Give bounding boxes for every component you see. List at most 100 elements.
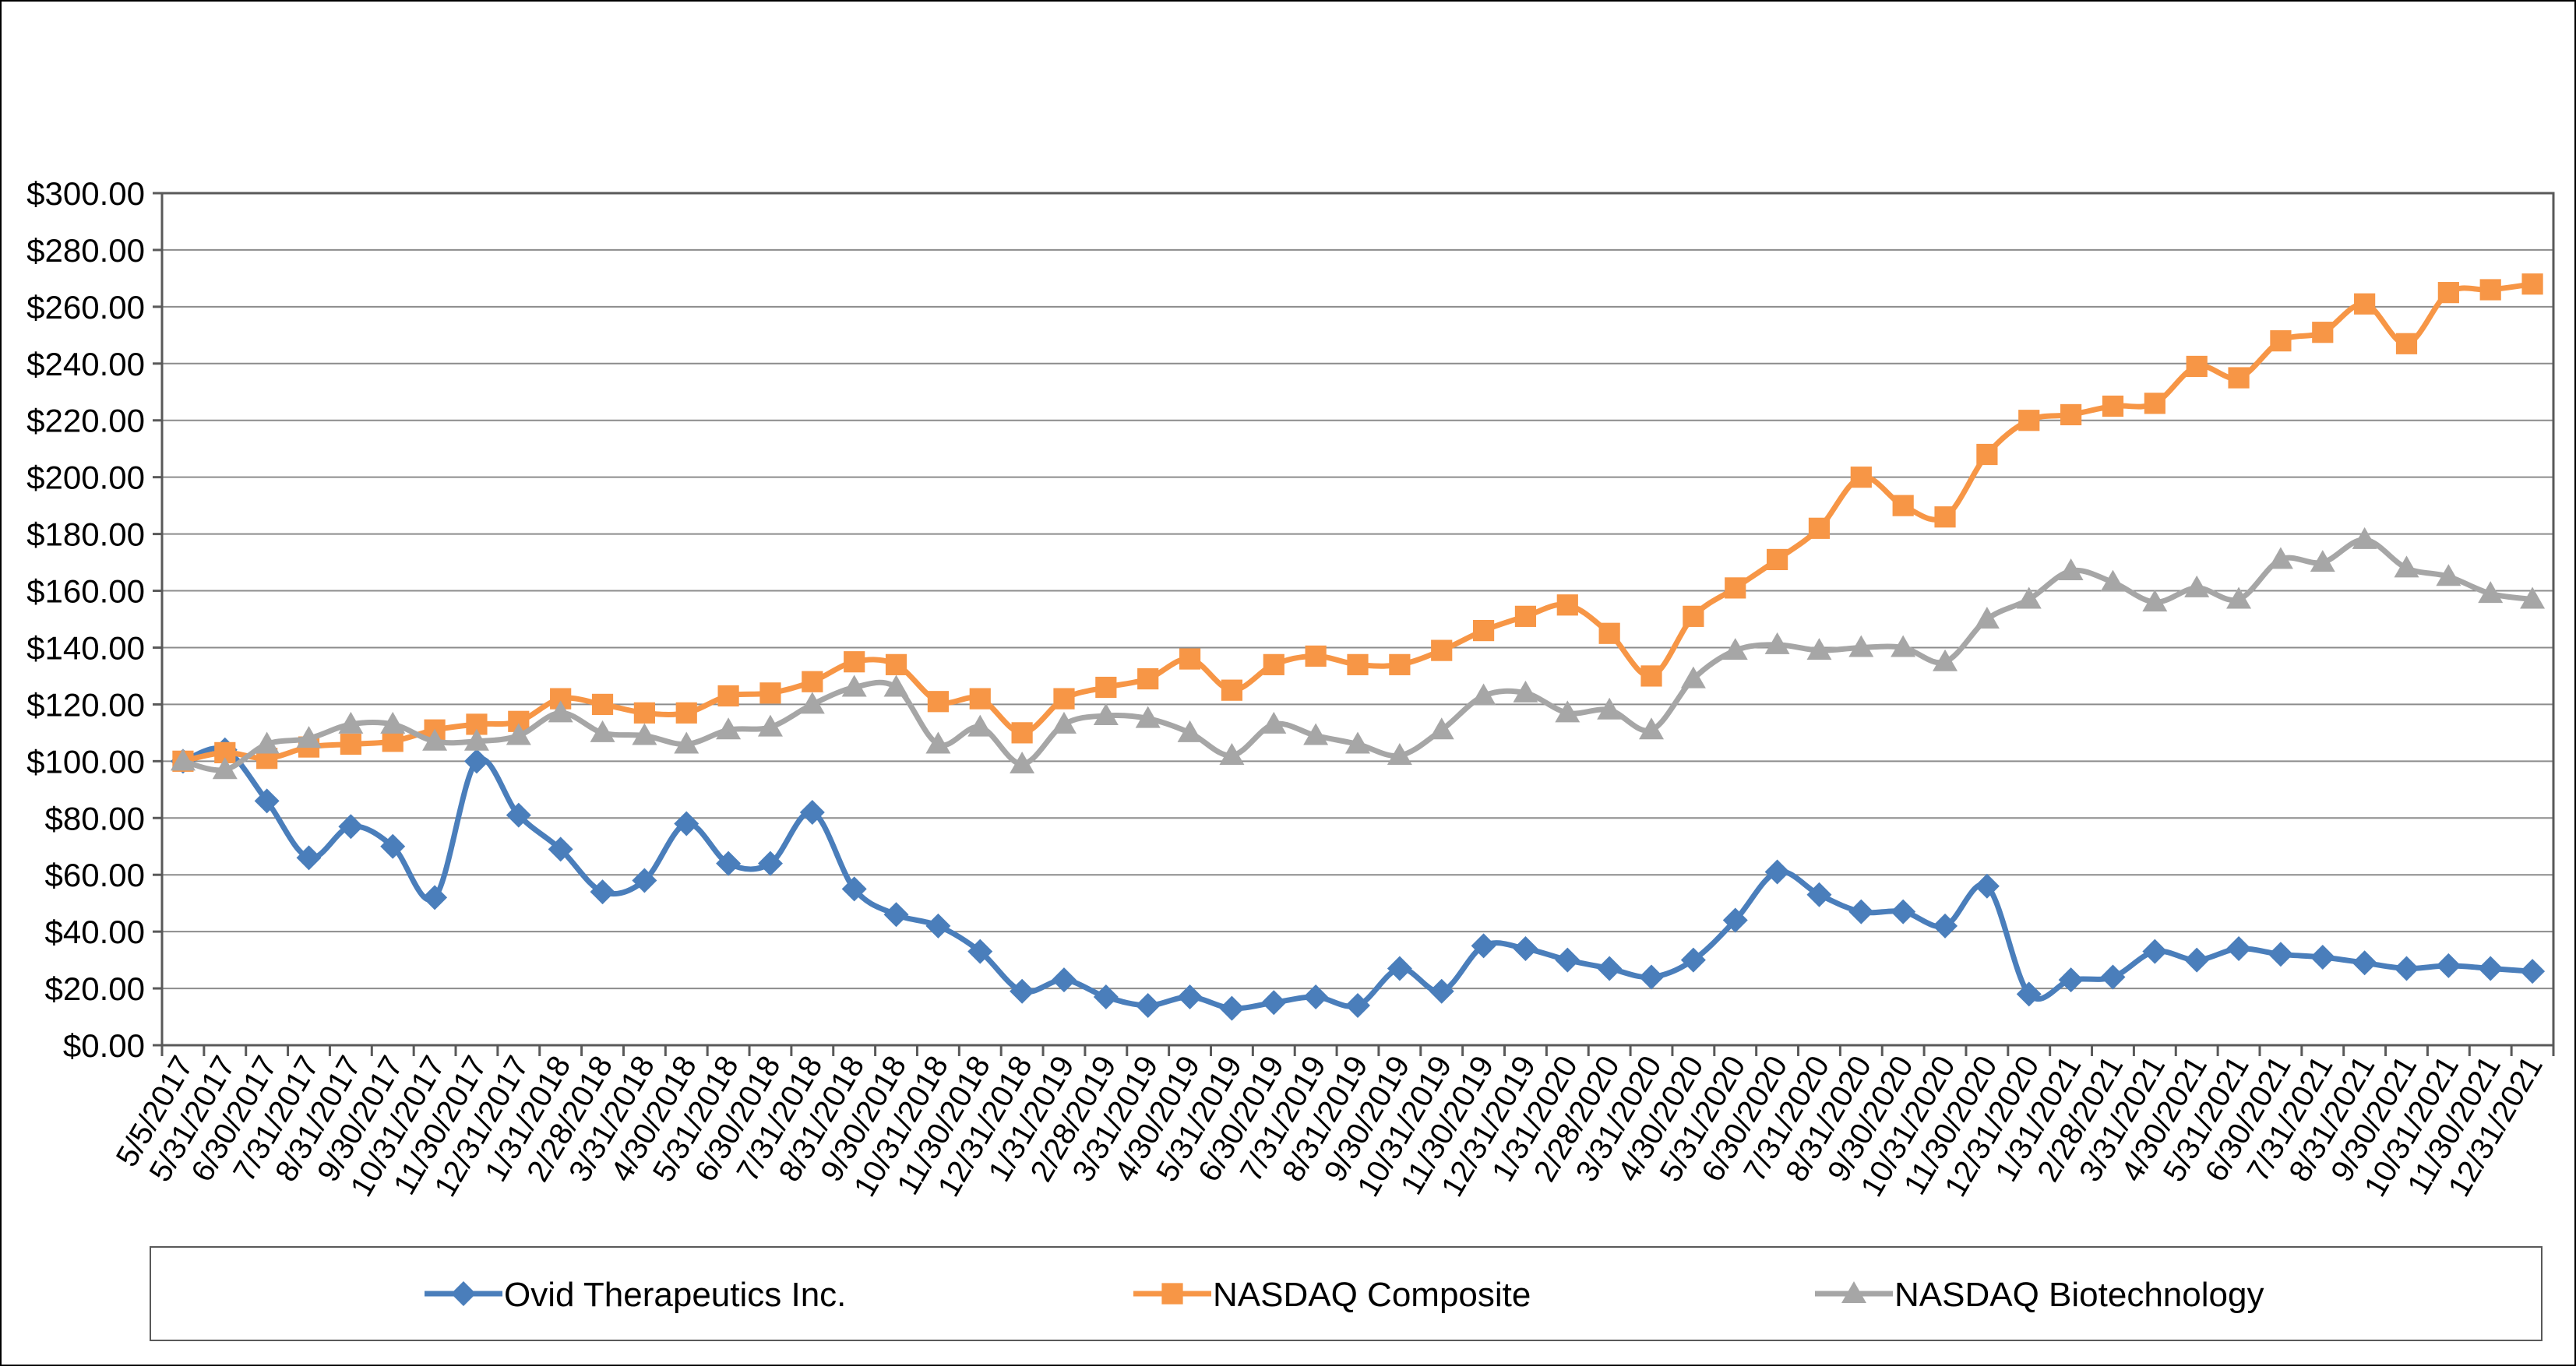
data-point (2100, 964, 2126, 990)
data-point (633, 702, 655, 724)
y-tick-label: $40.00 (45, 914, 145, 950)
data-point (1221, 679, 1243, 701)
y-tick-label: $240.00 (26, 346, 145, 382)
data-point (1305, 645, 1327, 667)
data-point (1513, 680, 1538, 703)
data-point (844, 651, 865, 673)
data-point (1010, 978, 1035, 1004)
data-point (717, 685, 739, 707)
data-point (590, 720, 615, 742)
data-point (1640, 665, 1662, 687)
data-point (1471, 933, 1496, 959)
data-point (1556, 594, 1578, 616)
data-point (1766, 548, 1788, 571)
y-tick-label: $200.00 (26, 460, 145, 496)
data-point (1680, 666, 1706, 689)
y-tick-label: $220.00 (26, 403, 145, 439)
data-point (2016, 981, 2042, 1007)
data-point (2270, 330, 2292, 352)
data-point (338, 814, 364, 840)
data-point (1429, 978, 1454, 1004)
data-point (296, 726, 322, 748)
data-point (1555, 700, 1580, 723)
data-point (1764, 632, 1790, 654)
data-point (1137, 667, 1159, 690)
y-tick-label: $280.00 (26, 232, 145, 269)
data-point (799, 799, 825, 825)
data-point (1850, 467, 1872, 488)
data-point (1806, 882, 1832, 907)
data-point (548, 700, 573, 723)
data-point (1177, 984, 1203, 1010)
legend-box (150, 1246, 2543, 1341)
data-point (2312, 322, 2334, 343)
y-tick-label: $300.00 (26, 175, 145, 212)
data-point (1974, 873, 2000, 899)
data-point (1722, 638, 1748, 660)
data-point (1263, 653, 1284, 675)
data-point (716, 851, 742, 876)
data-point (2268, 942, 2293, 967)
data-point (967, 939, 993, 964)
data-point (380, 833, 406, 859)
data-point (1514, 605, 1537, 627)
data-point (1639, 964, 1665, 990)
data-point (2354, 293, 2376, 315)
data-point (1891, 899, 1916, 924)
data-point (674, 811, 700, 836)
data-point (506, 723, 531, 745)
data-point (1051, 711, 1077, 734)
y-tick-label: $180.00 (26, 516, 145, 553)
data-point (2184, 947, 2210, 973)
data-point (1093, 703, 1119, 725)
data-point (1764, 859, 1790, 885)
data-point (1891, 635, 1916, 657)
data-point (969, 688, 991, 710)
data-point (2226, 586, 2252, 609)
data-point (1219, 743, 1245, 766)
data-point (1976, 443, 1998, 466)
data-point (2436, 564, 2461, 586)
data-point (1135, 706, 1161, 728)
data-point (1345, 992, 1370, 1018)
data-point (2100, 569, 2126, 592)
data-point (1135, 992, 1161, 1018)
data-point (925, 731, 951, 754)
series-group (170, 273, 2546, 1021)
data-point (1848, 635, 1874, 657)
data-point (463, 748, 489, 774)
data-point (254, 731, 280, 754)
data-point (2310, 550, 2335, 572)
data-point (1806, 638, 1832, 660)
plot-area (160, 192, 2555, 1047)
data-point (506, 802, 531, 828)
data-point (2520, 586, 2546, 609)
data-point (1345, 731, 1370, 754)
data-point (463, 728, 489, 751)
data-point (1261, 711, 1287, 734)
data-point (759, 682, 781, 704)
data-point (2102, 395, 2124, 417)
data-point (885, 653, 907, 675)
data-point (925, 913, 951, 939)
data-point (212, 757, 238, 780)
data-point (1219, 995, 1245, 1021)
data-point (2016, 586, 2042, 609)
data-point (1011, 722, 1033, 744)
data-point (1725, 577, 1746, 599)
data-point (382, 731, 403, 752)
y-tick-label: $260.00 (26, 289, 145, 326)
data-point (1389, 653, 1411, 675)
legend-marker (1841, 1281, 1866, 1303)
data-point (675, 702, 697, 724)
data-point (2184, 575, 2210, 597)
y-axis-tick-labels: $0.00 $20.00 $40.00 $60.00 $80.00 $100.00 $120… (26, 175, 162, 1064)
data-point (1303, 984, 1329, 1010)
data-point (2352, 950, 2377, 976)
series-0 (170, 737, 2546, 1021)
data-point (2058, 967, 2084, 993)
data-point (340, 733, 361, 755)
y-tick-label: $140.00 (26, 629, 145, 666)
